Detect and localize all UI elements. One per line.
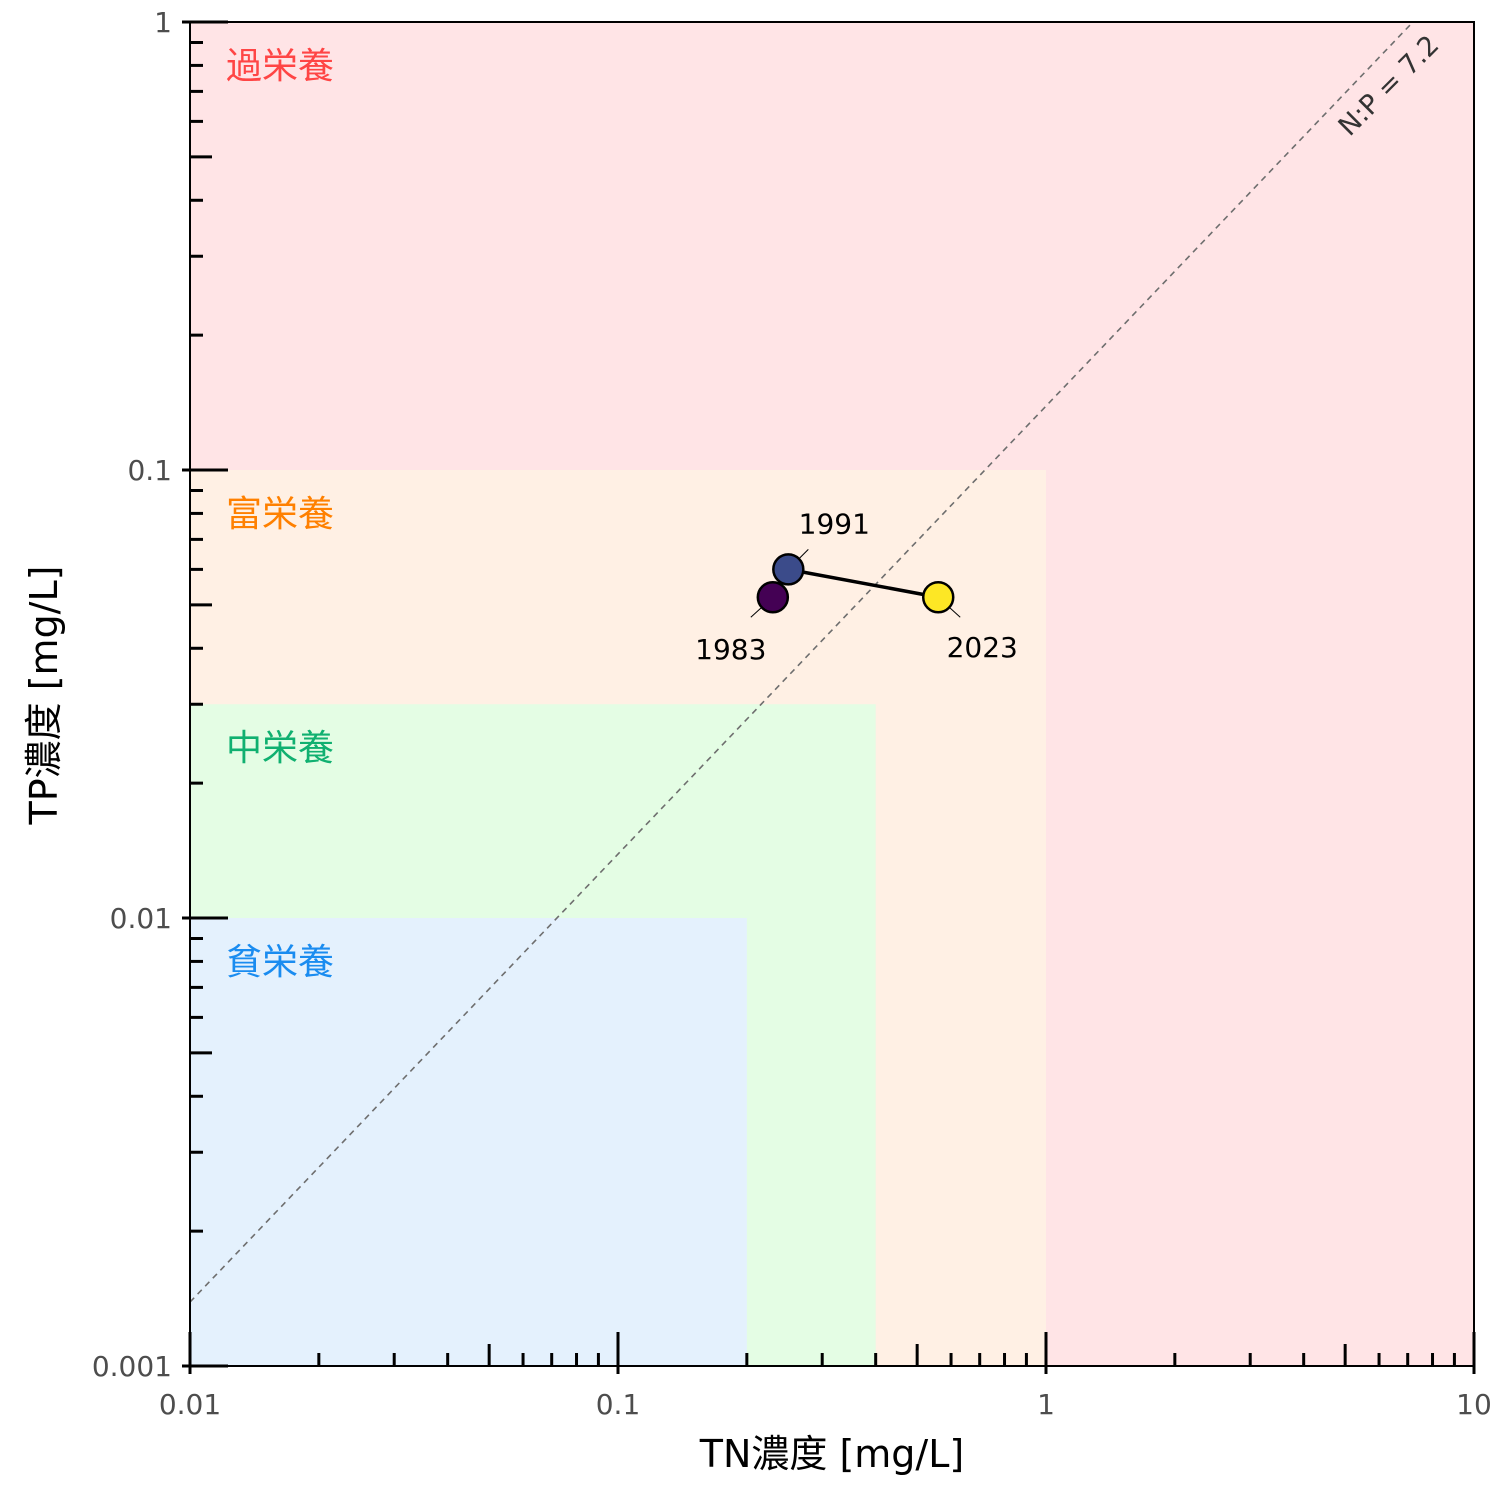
y-tick-label: 0.001 (92, 1350, 172, 1383)
zone-label-3: 中栄養 (226, 728, 334, 769)
point-label-1983: 1983 (695, 633, 766, 666)
ratio-line (189, 21, 1414, 1303)
point-1983 (756, 580, 790, 614)
y-tick-label: 0.01 (110, 902, 172, 935)
x-tick-label: 0.1 (596, 1388, 641, 1421)
x-tick-label: 1 (1037, 1388, 1055, 1421)
point-1991 (772, 553, 805, 586)
x-tick-label: 0.01 (159, 1388, 221, 1421)
point-label-1991: 1991 (799, 507, 870, 540)
point-label-2023: 2023 (947, 631, 1018, 664)
zone-label-1: 過栄養 (226, 46, 334, 87)
zone-label-4: 貧栄養 (226, 942, 334, 983)
point-labels: 1983 1991 2023 (695, 507, 1018, 666)
y-tick-label: 0.1 (127, 454, 172, 487)
y-tick-label: 1 (154, 6, 172, 39)
zone-rect-4 (190, 918, 747, 1366)
y-axis-title: TP濃度 [mg/L] (22, 566, 66, 826)
zone-label-2: 富栄養 (226, 494, 334, 535)
axes: 0.01 0.1 1 10 0.001 0.01 0.1 1 (92, 6, 1492, 1421)
x-tick-label: 10 (1456, 1388, 1492, 1421)
plot-frame (189, 21, 1475, 1367)
trophic-zones (190, 22, 1474, 1366)
x-axis-title: TN濃度 [mg/L] (699, 1432, 964, 1476)
point-2023 (921, 580, 955, 614)
trajectory-line (787, 567, 939, 599)
data-points: 1983 1991 2023 (695, 507, 1018, 666)
